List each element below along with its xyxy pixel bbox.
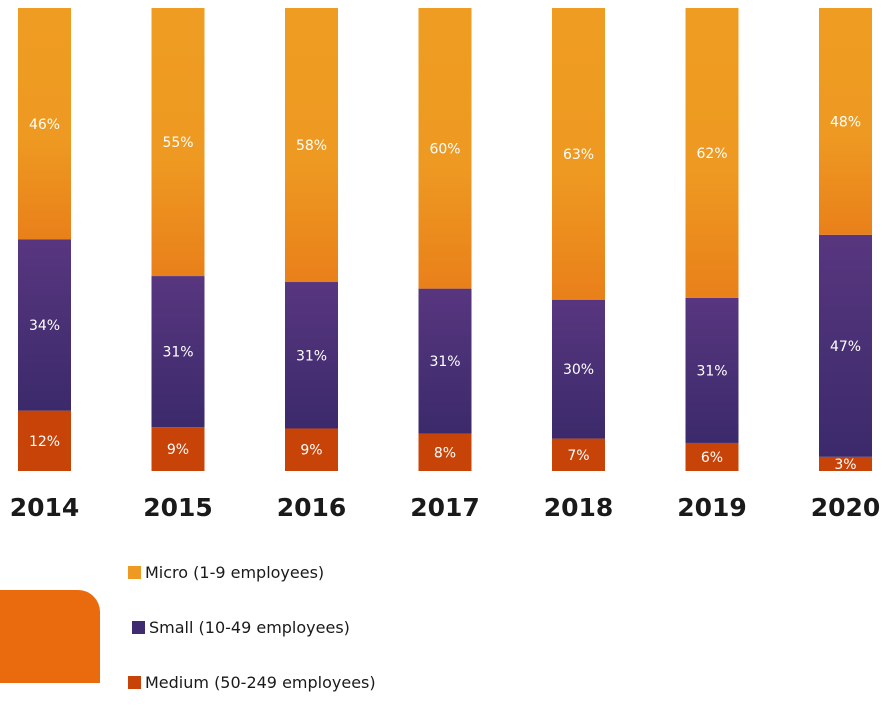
data-label-small-2015: 31% [162, 345, 193, 361]
legend-swatch-micro [128, 565, 141, 579]
legend-swatch-small [132, 620, 145, 634]
data-label-small-2014: 34% [29, 318, 60, 334]
bar-small-2014 [18, 239, 71, 411]
bar-micro-2018 [552, 8, 605, 300]
bar-micro-2016 [285, 8, 338, 283]
data-label-micro-2014: 46% [29, 117, 60, 133]
data-label-small-2020: 47% [830, 339, 861, 355]
bar-medium-2014 [18, 410, 71, 471]
data-label-micro-2017: 60% [429, 141, 460, 157]
data-label-small-2016: 31% [296, 348, 327, 364]
legend-label-micro: Micro (1-9 employees) [145, 562, 325, 582]
bar-small-2016 [285, 282, 338, 429]
data-label-medium-2015: 9% [167, 442, 189, 458]
stacked-bar-chart: 12% 34% 46% 9% 31% 55% 9% 31% 58% 8% 31% 60% 7% 30% 63… [10, 8, 881, 522]
x-tick-label-2020: 2020 [811, 493, 881, 522]
data-label-medium-2016: 9% [300, 443, 322, 459]
decorative-orange-shape [0, 590, 100, 683]
bar-small-2019 [685, 297, 739, 443]
legend-item-medium: Medium (50-249 employees) [128, 672, 376, 692]
bar-medium-2015 [151, 427, 205, 471]
data-label-small-2019: 31% [696, 363, 727, 379]
bar-medium-2018 [552, 438, 605, 471]
data-label-micro-2020: 48% [830, 114, 861, 130]
data-label-small-2018: 30% [563, 362, 594, 378]
bar-medium-2017 [418, 433, 472, 471]
bar-small-2017 [418, 288, 472, 434]
data-label-micro-2019: 62% [696, 146, 727, 162]
data-label-medium-2019: 6% [701, 450, 723, 466]
x-tick-label-2014: 2014 [10, 493, 80, 522]
legend-item-small: Small (10-49 employees) [132, 617, 376, 637]
legend: Micro (1-9 employees) Small (10-49 emplo… [128, 562, 376, 727]
data-label-small-2017: 31% [429, 354, 460, 370]
bar-small-2020 [819, 234, 872, 457]
x-tick-label-2017: 2017 [410, 493, 480, 522]
bar-micro-2017 [418, 8, 472, 289]
bar-medium-2019 [685, 442, 739, 471]
data-label-medium-2020: 3% [834, 457, 856, 473]
data-label-medium-2018: 7% [567, 448, 589, 464]
bar-medium-2020 [819, 456, 872, 471]
data-label-micro-2016: 58% [296, 138, 327, 154]
x-tick-label-2019: 2019 [677, 493, 747, 522]
data-label-medium-2014: 12% [29, 434, 60, 450]
x-tick-label-2016: 2016 [277, 493, 347, 522]
data-label-micro-2018: 63% [563, 147, 594, 163]
data-label-micro-2015: 55% [162, 135, 193, 151]
legend-item-micro: Micro (1-9 employees) [128, 562, 376, 582]
x-tick-label-2018: 2018 [544, 493, 614, 522]
bar-small-2018 [552, 299, 605, 439]
bar-micro-2020 [819, 8, 872, 235]
bar-micro-2015 [151, 8, 205, 277]
bar-medium-2016 [285, 428, 338, 471]
x-tick-label-2015: 2015 [143, 493, 213, 522]
data-label-medium-2017: 8% [434, 445, 456, 461]
legend-swatch-medium [128, 675, 141, 689]
legend-label-small: Small (10-49 employees) [149, 617, 350, 637]
legend-label-medium: Medium (50-249 employees) [145, 672, 376, 692]
bar-small-2015 [151, 276, 205, 428]
bar-micro-2014 [18, 8, 71, 240]
bar-micro-2019 [685, 8, 739, 298]
